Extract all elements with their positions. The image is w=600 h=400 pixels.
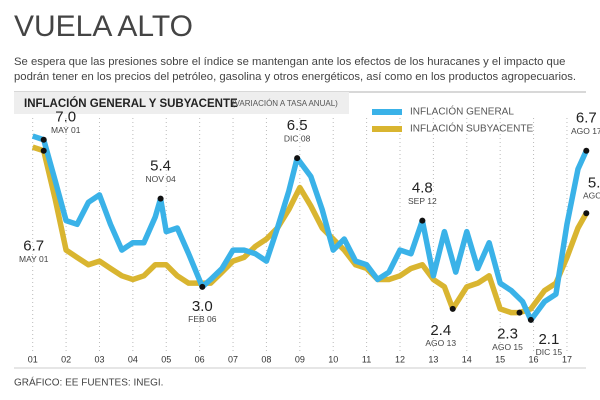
panel-subtitle: (VARIACIÓN A TASA ANUAL) xyxy=(232,99,338,108)
annotation-date: AGO 15 xyxy=(492,342,523,352)
subtitle: Se espera que las presiones sobre el índ… xyxy=(14,56,565,68)
x-tick-label: 05 xyxy=(161,354,171,364)
series-line xyxy=(31,133,589,323)
annotation-date: AGO 17 xyxy=(571,126,600,136)
annotation-value: 5.4 xyxy=(150,158,171,175)
x-tick-label: 06 xyxy=(195,354,205,364)
annotation-date: AGO 13 xyxy=(425,338,456,348)
annotation-dot xyxy=(419,217,426,224)
annotation-date: SEP 12 xyxy=(408,196,437,206)
annotation-dot xyxy=(449,305,456,312)
annotation-dot xyxy=(583,147,590,154)
x-tick-label: 13 xyxy=(428,354,438,364)
series-line xyxy=(31,144,589,316)
annotation-dot xyxy=(516,309,523,316)
x-tick-label: 09 xyxy=(295,354,305,364)
annotation-date: MAY 01 xyxy=(51,125,81,135)
annotation-value: 6.7 xyxy=(23,238,44,255)
annotation-dot xyxy=(294,155,301,162)
x-tick-label: 10 xyxy=(328,354,338,364)
annotation-dot xyxy=(40,147,47,154)
x-tick-label: 01 xyxy=(28,354,38,364)
annotation-date: AGO 17 xyxy=(583,191,600,201)
annotation-value: 7.0 xyxy=(55,109,76,126)
annotation-dot xyxy=(527,316,534,323)
annotation-dot xyxy=(583,210,590,217)
x-tick-label: 14 xyxy=(462,354,472,364)
x-tick-label: 11 xyxy=(362,354,371,364)
annotation-date: FEB 06 xyxy=(188,314,217,324)
legend-label: INFLACIÓN GENERAL xyxy=(410,105,514,118)
x-tick-label: 04 xyxy=(128,354,138,364)
x-tick-label: 02 xyxy=(61,354,71,364)
annotation-date: DIC 08 xyxy=(284,133,311,143)
annotation-value: 4.8 xyxy=(412,180,433,197)
chart-title: VUELA ALTO xyxy=(14,10,193,43)
annotation-date: DIC 15 xyxy=(536,347,563,357)
panel-title: INFLACIÓN GENERAL Y SUBYACENTE xyxy=(24,97,238,110)
annotation-value: 5.0 xyxy=(588,174,600,191)
annotation-value: 6.7 xyxy=(576,110,597,127)
annotation-date: MAY 01 xyxy=(19,254,49,264)
annotation-dot xyxy=(199,283,206,290)
annotation-dot xyxy=(157,195,164,202)
annotation-date: NOV 04 xyxy=(145,174,176,184)
x-tick-label: 12 xyxy=(395,354,405,364)
panel-header xyxy=(14,92,349,114)
x-tick-label: 03 xyxy=(94,354,104,364)
x-tick-label: 17 xyxy=(562,354,572,364)
x-tick-label: 16 xyxy=(529,354,539,364)
annotation-value: 2.1 xyxy=(538,331,559,348)
source: GRÁFICO: EE FUENTES: INEGI. xyxy=(14,376,163,389)
subtitle: podrán tener en los precios del petróleo… xyxy=(14,71,576,83)
x-tick-label: 15 xyxy=(495,354,505,364)
x-tick-label: 08 xyxy=(261,354,271,364)
annotation-value: 6.5 xyxy=(287,117,308,134)
annotation-value: 2.4 xyxy=(430,322,451,339)
legend-label: INFLACIÓN SUBYACENTE xyxy=(410,122,533,135)
annotation-dot xyxy=(40,136,47,143)
annotation-value: 2.3 xyxy=(497,326,518,343)
x-tick-label: 07 xyxy=(228,354,238,364)
annotation-value: 3.0 xyxy=(192,298,213,315)
